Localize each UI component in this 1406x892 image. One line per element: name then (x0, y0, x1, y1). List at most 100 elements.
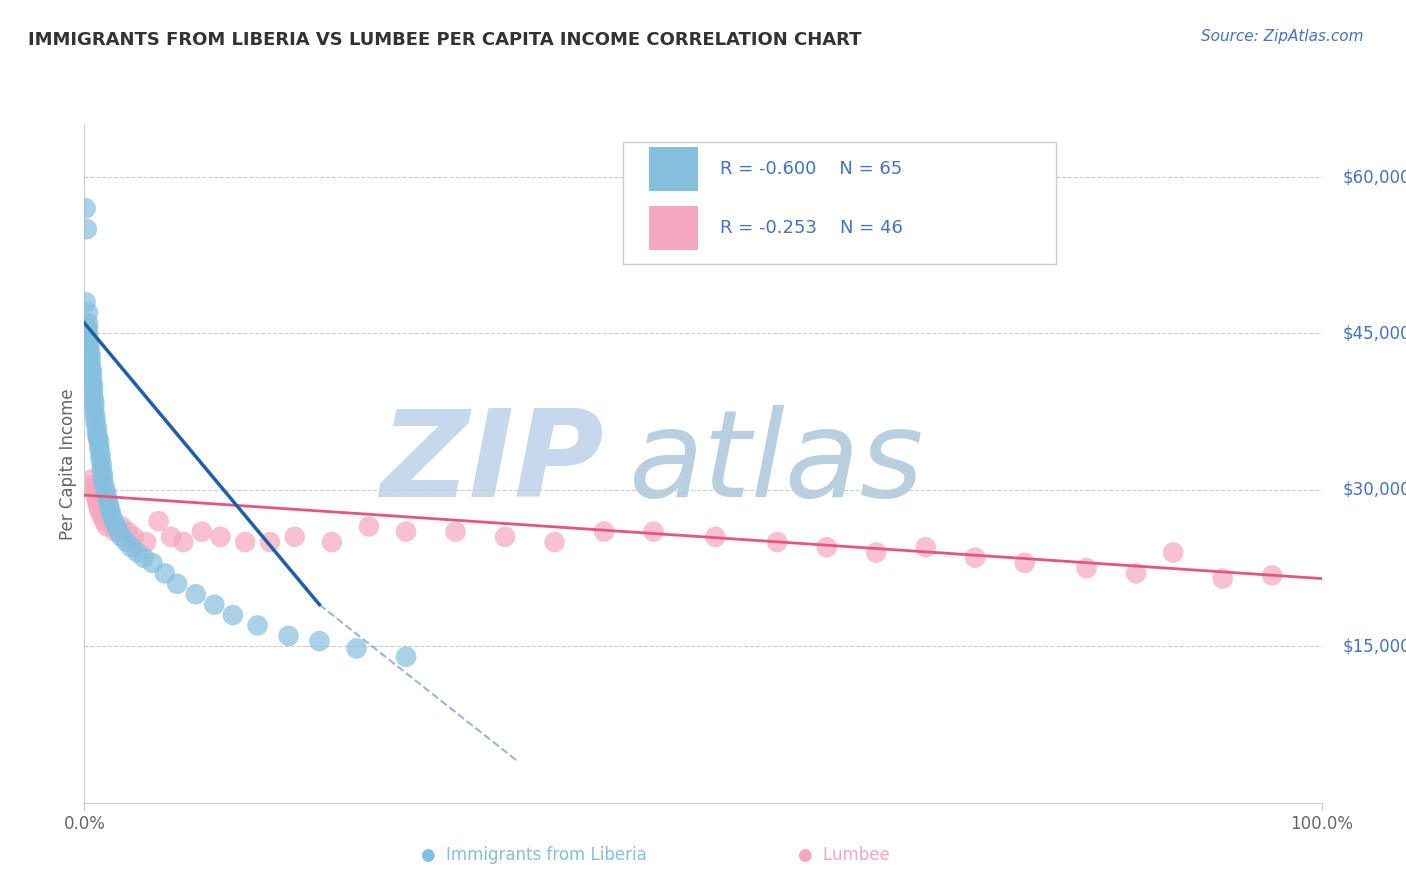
Point (79, 347, 101, 361)
Point (82, 477, 104, 491)
Point (91, 467, 114, 482)
Point (79, 358, 101, 372)
Point (308, 634, 330, 648)
Point (914, 541, 936, 555)
Point (222, 608, 245, 623)
Point (82, 389, 104, 403)
Point (90, 508, 112, 523)
Point (83, 394, 105, 409)
Point (643, 524, 665, 539)
Point (395, 649, 418, 664)
Point (110, 519, 132, 533)
Point (122, 530, 145, 544)
Point (79, 337, 101, 351)
Point (865, 545, 887, 559)
Point (246, 618, 269, 632)
Text: ●  Immigrants from Liberia: ● Immigrants from Liberia (422, 846, 647, 863)
FancyBboxPatch shape (623, 142, 1056, 264)
Point (83, 400, 105, 414)
Point (83, 483, 105, 497)
Point (89, 504, 111, 518)
Point (1261, 568, 1284, 582)
Text: $60,000: $60,000 (1343, 168, 1406, 186)
Point (82, 384, 104, 398)
Point (1161, 545, 1184, 559)
Text: ●  Lumbee: ● Lumbee (797, 846, 890, 863)
Point (89, 451, 111, 466)
Point (127, 545, 149, 559)
FancyBboxPatch shape (648, 206, 697, 251)
Point (77, 321, 100, 335)
Text: atlas: atlas (628, 405, 924, 523)
Point (96, 488, 118, 502)
Point (766, 535, 789, 549)
FancyBboxPatch shape (648, 147, 697, 191)
Point (965, 550, 987, 565)
Point (86, 420, 108, 434)
Point (395, 524, 418, 539)
Point (202, 598, 225, 612)
Point (91, 473, 114, 487)
Point (1125, 566, 1147, 581)
Point (87, 499, 110, 513)
Point (93, 514, 115, 528)
Point (77, 326, 100, 341)
Point (79, 363, 101, 377)
Point (105, 519, 128, 533)
Text: ZIP: ZIP (380, 405, 605, 523)
Point (79, 347, 101, 361)
Point (75, 202, 97, 216)
Text: R = -0.600    N = 65: R = -0.600 N = 65 (720, 161, 903, 178)
Point (77, 332, 100, 346)
Point (346, 641, 368, 656)
Text: $45,000: $45,000 (1343, 325, 1406, 343)
Point (1212, 572, 1234, 586)
Point (89, 441, 111, 455)
Point (704, 530, 727, 544)
Point (160, 530, 183, 544)
Point (444, 524, 467, 539)
Point (108, 524, 131, 539)
Point (98, 504, 121, 518)
Point (184, 587, 207, 601)
Point (89, 446, 111, 460)
Point (94, 483, 117, 497)
Point (83, 405, 105, 419)
Point (96, 519, 118, 533)
Point (98, 499, 121, 513)
Point (84, 488, 107, 502)
Point (87, 431, 110, 445)
Text: $30,000: $30,000 (1343, 481, 1406, 499)
Y-axis label: Per Capita Income: Per Capita Income (59, 388, 77, 540)
Point (98, 504, 121, 518)
Point (77, 316, 100, 330)
Point (80, 368, 103, 383)
Point (75, 295, 97, 310)
Point (80, 473, 103, 487)
Point (87, 431, 110, 445)
Point (90, 462, 112, 476)
Point (120, 541, 142, 555)
Point (191, 524, 214, 539)
Point (321, 535, 343, 549)
Point (76, 321, 98, 335)
Point (82, 378, 104, 392)
Point (115, 535, 138, 549)
Point (97, 493, 120, 508)
Point (117, 524, 139, 539)
Point (79, 337, 101, 351)
Point (593, 524, 616, 539)
Text: Source: ZipAtlas.com: Source: ZipAtlas.com (1201, 29, 1364, 44)
Point (103, 514, 125, 528)
Point (1014, 556, 1036, 570)
Point (100, 508, 122, 523)
Point (86, 493, 108, 508)
Text: R = -0.253    N = 46: R = -0.253 N = 46 (720, 219, 903, 237)
Point (543, 535, 565, 549)
Point (80, 373, 103, 387)
Point (89, 436, 111, 450)
Point (284, 530, 307, 544)
Point (259, 535, 281, 549)
Point (77, 305, 100, 319)
Point (148, 514, 170, 528)
